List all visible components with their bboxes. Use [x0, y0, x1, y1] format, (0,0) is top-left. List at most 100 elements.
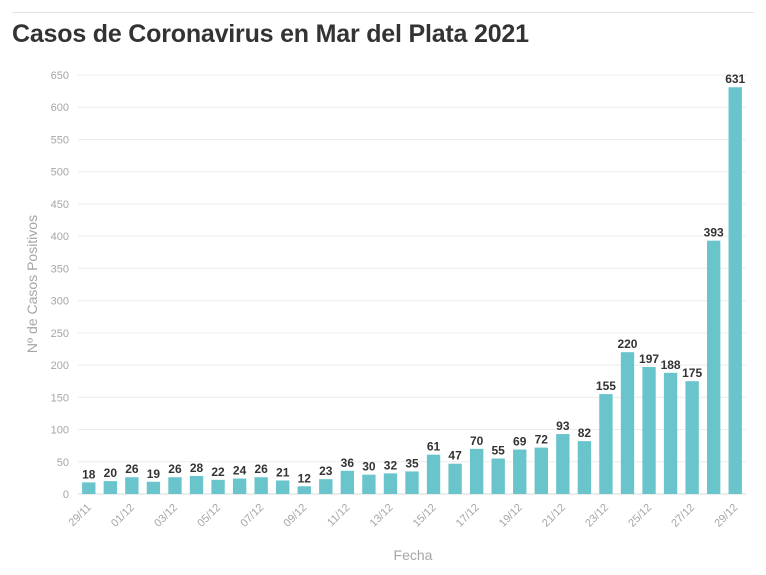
bar-value-label: 69 — [513, 435, 527, 449]
bar-value-label: 21 — [276, 465, 290, 479]
bar[interactable] — [663, 372, 678, 494]
y-axis-ticks: 0 50 100 150 200 250 300 350 400 450 500 550 600 650 — [51, 70, 69, 501]
bar[interactable] — [103, 481, 118, 494]
bar-value-label: 70 — [470, 434, 484, 448]
bar-value-label: 26 — [254, 462, 268, 476]
y-tick-label: 250 — [51, 328, 69, 340]
y-tick-label: 550 — [51, 134, 69, 146]
x-tick-label: 05/12 — [195, 502, 223, 530]
bar-value-label: 22 — [211, 465, 225, 479]
bar-value-label: 82 — [578, 426, 592, 440]
bar-value-label: 93 — [556, 419, 570, 433]
bar-value-label: 19 — [147, 467, 161, 481]
chart-title: Casos de Coronavirus en Mar del Plata 20… — [12, 20, 529, 48]
y-tick-label: 400 — [51, 231, 69, 243]
bar-value-label: 35 — [405, 456, 419, 470]
y-axis-label: Nº de Casos Positivos — [24, 215, 40, 353]
bar[interactable] — [383, 473, 398, 494]
bar-value-label: 36 — [341, 456, 355, 470]
bar[interactable] — [82, 482, 96, 494]
bar[interactable] — [728, 87, 742, 495]
bar[interactable] — [491, 458, 505, 494]
x-tick-label: 25/12 — [626, 502, 654, 530]
y-tick-label: 650 — [51, 70, 69, 82]
x-tick-label: 29/11 — [67, 502, 94, 529]
x-tick-label: 01/12 — [109, 502, 137, 530]
bar[interactable] — [469, 448, 484, 494]
bar-value-label: 155 — [596, 379, 616, 393]
x-tick-label: 11/12 — [325, 502, 352, 529]
bar-value-label: 20 — [104, 466, 118, 480]
bar-value-label: 220 — [617, 337, 637, 351]
bar-value-label: 188 — [661, 358, 681, 372]
bar[interactable] — [685, 381, 699, 494]
x-tick-label: 23/12 — [583, 502, 611, 530]
gridlines — [78, 74, 746, 495]
bar-value-label: 32 — [384, 458, 398, 472]
bar-value-label: 26 — [125, 462, 139, 476]
bar-value-label: 18 — [82, 467, 96, 481]
bar[interactable] — [254, 477, 268, 494]
bar[interactable] — [232, 478, 247, 494]
y-tick-label: 150 — [51, 392, 69, 404]
bar-value-label: 61 — [427, 440, 441, 454]
y-tick-label: 600 — [51, 102, 69, 114]
bar-value-label: 175 — [682, 366, 702, 380]
bars — [82, 87, 742, 495]
x-tick-label: 09/12 — [281, 502, 309, 530]
bar-value-label: 30 — [362, 460, 376, 474]
bar[interactable] — [599, 394, 613, 494]
bar-value-label: 23 — [319, 464, 333, 478]
bar[interactable] — [556, 434, 570, 494]
bar-value-label: 28 — [190, 461, 204, 475]
bar[interactable] — [448, 463, 462, 494]
y-tick-label: 450 — [51, 199, 69, 211]
y-tick-label: 100 — [51, 425, 69, 437]
bar-value-label: 12 — [298, 471, 312, 485]
bar[interactable] — [620, 352, 635, 494]
bar-value-label: 631 — [725, 72, 745, 86]
y-tick-label: 200 — [51, 360, 69, 372]
bar-value-label: 47 — [448, 449, 462, 463]
x-tick-label: 13/12 — [368, 502, 396, 530]
bar-value-label: 24 — [233, 464, 247, 478]
y-tick-label: 0 — [63, 489, 69, 501]
bar[interactable] — [297, 486, 311, 494]
x-tick-label: 19/12 — [497, 502, 525, 530]
bar[interactable] — [168, 477, 182, 494]
bar[interactable] — [189, 475, 204, 494]
bar-value-label: 55 — [492, 444, 506, 458]
bar[interactable] — [319, 479, 333, 494]
bar[interactable] — [276, 480, 290, 494]
x-tick-label: 29/12 — [712, 502, 740, 530]
value-labels: 18 20 26 19 26 28 22 24 26 21 12 23 36 30 32 35 61 47 70 55… — [82, 72, 745, 485]
bar-value-label: 72 — [535, 433, 549, 447]
bar[interactable] — [405, 471, 419, 494]
x-tick-label: 27/12 — [669, 502, 697, 530]
y-tick-label: 50 — [57, 457, 69, 469]
x-tick-label: 17/12 — [454, 502, 482, 530]
bar[interactable] — [577, 441, 592, 494]
bar[interactable] — [211, 479, 225, 494]
bar[interactable] — [534, 447, 548, 494]
x-tick-label: 03/12 — [152, 502, 180, 530]
bar[interactable] — [146, 481, 161, 494]
bar[interactable] — [706, 240, 721, 494]
bar[interactable] — [125, 477, 139, 494]
y-tick-label: 350 — [51, 263, 69, 275]
bar[interactable] — [340, 470, 355, 494]
x-tick-label: 07/12 — [238, 502, 266, 530]
x-axis-ticks: 29/11 01/12 03/12 05/12 07/12 09/12 11/12 13/12… — [67, 502, 741, 530]
y-tick-label: 500 — [51, 167, 69, 179]
x-tick-label: 21/12 — [540, 502, 568, 530]
bar[interactable] — [642, 367, 656, 494]
top-divider — [12, 12, 754, 13]
bar-value-label: 197 — [639, 352, 659, 366]
bar[interactable] — [362, 474, 376, 494]
x-tick-label: 15/12 — [411, 502, 439, 530]
bar[interactable] — [513, 449, 527, 494]
bar-value-label: 393 — [704, 226, 724, 240]
x-axis-label: Fecha — [394, 547, 433, 563]
bar[interactable] — [426, 454, 441, 494]
bar-value-label: 26 — [168, 462, 182, 476]
